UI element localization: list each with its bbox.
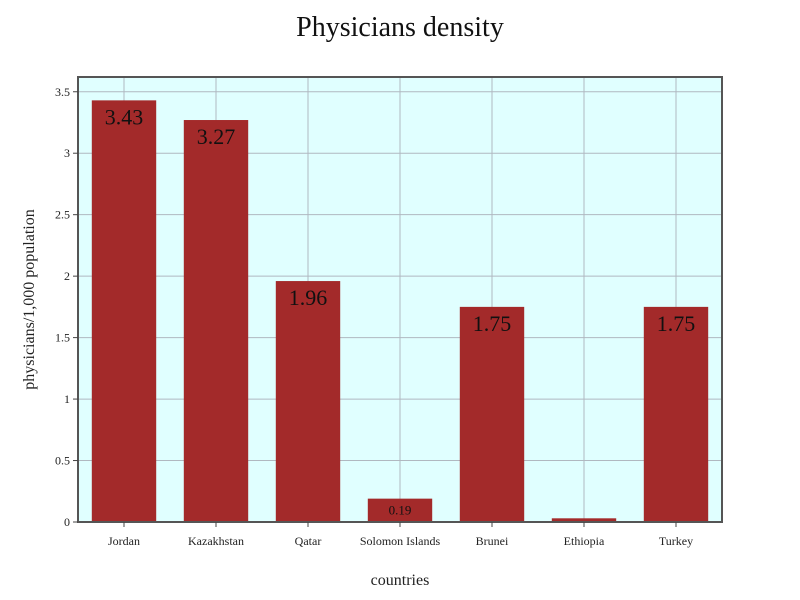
- x-tick-label: Brunei: [476, 534, 509, 548]
- bars: [91, 100, 709, 522]
- y-tick-label: 2: [64, 269, 70, 283]
- y-tick-label: 0: [64, 515, 70, 529]
- y-tick-label: 2.5: [55, 208, 70, 222]
- y-axis-ticks: 0 0.5 1 1.5 2 2.5 3 3.5: [55, 85, 78, 529]
- data-label: 0.19: [389, 503, 412, 518]
- data-label: 3.43: [105, 104, 144, 129]
- x-tick-label: Qatar: [295, 534, 322, 548]
- bar: [643, 306, 709, 522]
- x-tick-label: Solomon Islands: [360, 534, 441, 548]
- y-tick-label: 1: [64, 392, 70, 406]
- y-tick-label: 1.5: [55, 331, 70, 345]
- x-axis-title: countries: [371, 572, 430, 589]
- y-axis-title: physicians/1,000 population: [21, 209, 38, 389]
- y-tick-label: 0.5: [55, 454, 70, 468]
- bar: [367, 498, 433, 522]
- bar: [275, 281, 341, 522]
- bar: [91, 100, 157, 522]
- data-label: 1.75: [657, 311, 696, 336]
- x-tick-label: Turkey: [659, 534, 693, 548]
- data-label: 3.27: [197, 124, 236, 149]
- data-label: 1.96: [289, 285, 328, 310]
- bar: [551, 518, 617, 522]
- data-label: 1.75: [473, 311, 512, 336]
- y-tick-label: 3.5: [55, 85, 70, 99]
- x-tick-label: Ethiopia: [564, 534, 605, 548]
- x-axis-ticks: Jordan Kazakhstan Qatar Solomon Islands Brun…: [108, 522, 693, 548]
- x-tick-label: Kazakhstan: [188, 534, 244, 548]
- y-tick-label: 3: [64, 146, 70, 160]
- bar: [459, 306, 525, 522]
- chart-title: Physicians density: [296, 12, 504, 43]
- data-labels: 3.43 3.27 1.96 0.19 1.75 1.75: [105, 104, 696, 517]
- x-tick-label: Jordan: [108, 534, 140, 548]
- bar: [183, 120, 249, 522]
